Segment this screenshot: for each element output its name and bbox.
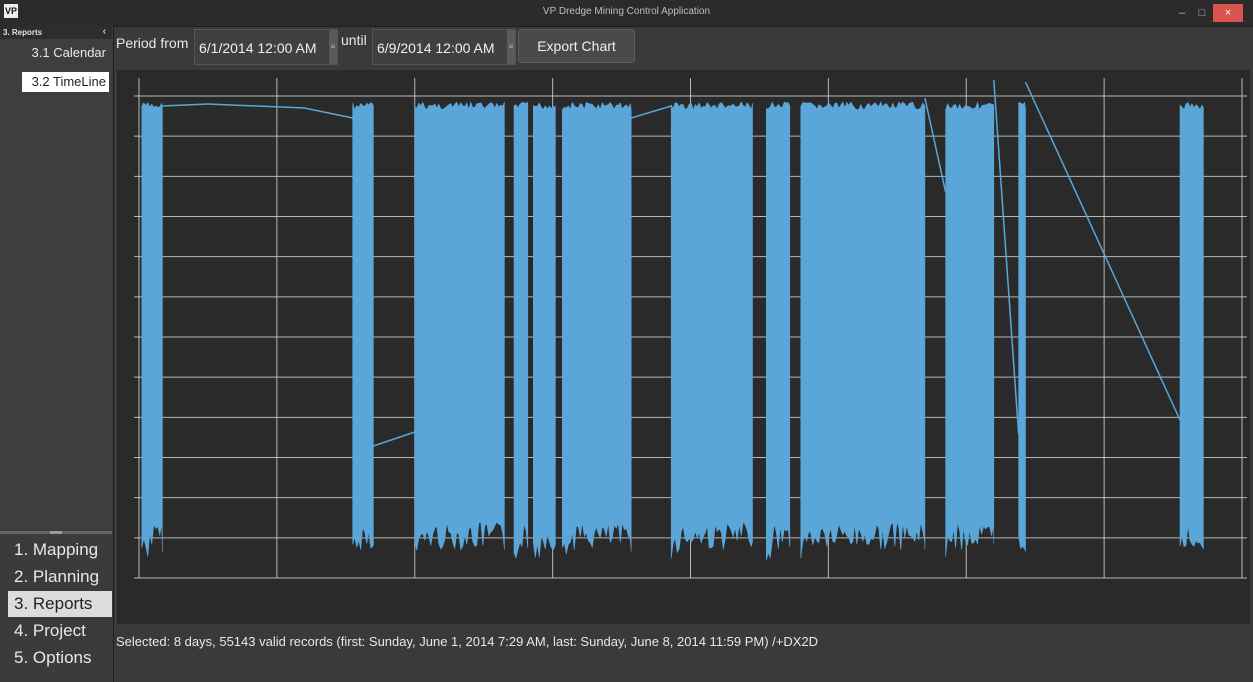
series-segment <box>1018 101 1026 552</box>
series-segment <box>800 101 926 559</box>
until-label: until <box>341 32 367 48</box>
sidebar-item-calendar[interactable]: 3.1 Calendar <box>31 45 106 60</box>
from-date-value: 6/1/2014 12:00 AM <box>199 40 317 56</box>
series-segment <box>561 101 632 554</box>
series-connector <box>630 105 672 119</box>
until-date-value: 6/9/2014 12:00 AM <box>377 40 495 56</box>
calendar-icon[interactable]: ≡ <box>507 30 515 64</box>
splitter-grip-icon[interactable] <box>50 531 62 534</box>
nav-item-project[interactable]: 4. Project <box>14 621 86 640</box>
close-button[interactable]: × <box>1213 4 1243 22</box>
chevron-left-icon[interactable]: ‹ <box>102 26 106 37</box>
subpanel-header: 3. Reports ‹ <box>0 26 112 39</box>
export-chart-button[interactable]: Export Chart <box>518 29 635 63</box>
series-segment <box>532 102 556 558</box>
series-connector <box>993 79 1020 435</box>
series-connector <box>373 431 416 447</box>
nav-item-options[interactable]: 5. Options <box>14 648 92 667</box>
series-segment <box>513 101 529 560</box>
nav-item-planning[interactable]: 2. Planning <box>14 567 100 586</box>
sidebar: 3. Reports ‹ 3.1 Calendar 3.2 TimeLine 1… <box>0 26 114 682</box>
minimize-button[interactable]: – <box>1178 7 1186 19</box>
series-segment <box>141 102 163 557</box>
chart-canvas <box>134 78 1247 579</box>
nav-item-mapping[interactable]: 1. Mapping <box>14 540 99 559</box>
series-segment <box>1179 102 1204 550</box>
series-segment <box>765 101 791 560</box>
calendar-icon[interactable]: ≡ <box>329 30 337 64</box>
series-connector <box>1024 81 1181 421</box>
reports-subpanel: 3. Reports ‹ 3.1 Calendar 3.2 TimeLine <box>0 26 112 530</box>
series-segment <box>414 101 505 551</box>
app-logo-icon: VP <box>4 4 18 18</box>
until-date-picker[interactable]: 6/9/2014 12:00 AM ≡ <box>372 29 516 65</box>
from-date-picker[interactable]: 6/1/2014 12:00 AM ≡ <box>194 29 338 65</box>
timeline-chart[interactable] <box>117 70 1250 624</box>
status-text: Selected: 8 days, 55143 valid records (f… <box>116 634 819 649</box>
series-connector <box>924 97 947 193</box>
sidebar-item-timeline[interactable]: 3.2 TimeLine <box>22 72 109 92</box>
sidebar-splitter[interactable] <box>0 531 112 534</box>
series-segment <box>945 101 995 558</box>
subpanel-title: 3. Reports <box>3 28 43 37</box>
nav-item-reports[interactable]: 3. Reports <box>8 591 112 617</box>
series-connector <box>162 103 353 119</box>
period-from-label: Period from <box>116 35 189 51</box>
title-bar: VP VP Dredge Mining Control Application … <box>0 0 1253 27</box>
series-segment <box>670 101 753 559</box>
maximize-button[interactable]: □ <box>1198 7 1206 19</box>
series-segment <box>352 102 374 550</box>
toolbar: Period from 6/1/2014 12:00 AM ≡ until 6/… <box>113 26 1253 68</box>
window-title: VP Dredge Mining Control Application <box>542 6 711 17</box>
